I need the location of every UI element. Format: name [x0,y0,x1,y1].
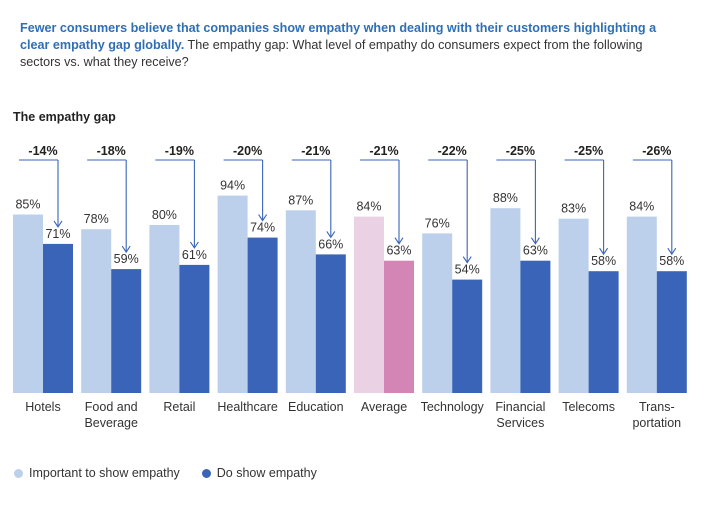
category-label: Education [288,400,344,414]
bar-do [43,243,73,393]
bar-important [422,233,453,393]
value-label-important: 88% [493,191,518,205]
bar-do [111,269,142,393]
gap-arrow-head [462,256,472,264]
value-label-important: 80% [152,208,177,222]
headline-bold: Fewer consumers believe that companies s… [20,21,657,52]
legend-item-important: Important to show empathy [14,466,180,480]
gap-arrow-head [394,237,404,245]
category-label: Beverage [84,416,138,430]
bar-do [656,271,687,393]
category-label: Hotels [25,400,60,414]
value-label-do: 58% [659,254,684,268]
chart-title: The empathy gap [13,110,116,124]
gap-arrow-head [326,231,336,239]
bar-important [13,214,43,393]
bar-do [315,254,346,393]
gap-arrow-head [53,220,63,228]
bar-important [81,229,112,393]
category-label: portation [632,416,681,430]
value-label-important: 94% [220,179,245,193]
bar-do [520,260,551,393]
bar-important [217,195,248,393]
gap-label: -26% [642,144,671,158]
gap-label: -19% [165,144,194,158]
category-label: Financial [495,400,545,414]
legend-label-do: Do show empathy [216,466,317,480]
category-label: Trans- [639,400,675,414]
value-label-do: 59% [114,252,139,266]
headline-rest: The empathy gap: What level of empathy d… [20,38,643,69]
headline: Fewer consumers believe that companies s… [20,20,680,71]
value-label-important: 84% [629,200,654,214]
legend-item-do: Do show empathy [201,466,317,480]
value-label-important: 83% [561,202,586,216]
gap-label: -25% [574,144,603,158]
value-label-do: 54% [455,263,480,277]
bar-important [558,218,589,393]
gap-label: -18% [97,144,126,158]
value-label-important: 78% [84,212,109,226]
category-label: Technology [421,400,485,414]
value-label-important: 85% [15,198,40,212]
value-label-important: 87% [288,193,313,207]
bar-important [490,208,521,393]
category-label: Telecoms [562,400,615,414]
legend-dot-do [201,468,211,478]
legend-label-important: Important to show empathy [29,466,180,480]
category-label: Average [361,400,407,414]
legend: Important to show empathy Do show empath… [14,466,339,480]
value-label-do: 74% [250,221,275,235]
category-label: Food and [85,400,138,414]
value-label-do: 71% [45,227,70,241]
gap-arrow-head [121,245,131,254]
gap-arrow-head [530,237,540,245]
bar-important [354,216,384,393]
value-label-do: 61% [182,248,207,262]
gap-label: -21% [301,144,330,158]
gap-arrow-head [599,247,609,256]
gap-arrow-head [258,214,268,222]
category-label: Retail [163,400,195,414]
gap-label: -20% [233,144,262,158]
bar-do [452,279,483,393]
gap-label: -25% [506,144,535,158]
legend-dot-important [14,468,23,478]
bar-important [626,216,657,393]
gap-arrow-head [667,247,677,256]
value-label-do: 63% [386,244,411,258]
bar-do [588,271,619,393]
bar-do [179,264,210,393]
category-label: Healthcare [217,400,277,414]
gap-label: -22% [438,144,467,158]
value-label-important: 84% [356,200,381,214]
bar-do [247,237,278,393]
gap-label: -14% [28,144,57,158]
bar-important [285,210,316,393]
gap-arrow-head [189,241,199,249]
gap-label: -21% [369,144,398,158]
value-label-do: 63% [523,244,548,258]
value-label-important: 76% [425,216,450,230]
bar-do [384,260,414,393]
bar-important [149,225,180,393]
value-label-do: 66% [318,237,343,251]
category-label: Services [496,416,544,430]
value-label-do: 58% [591,254,616,268]
